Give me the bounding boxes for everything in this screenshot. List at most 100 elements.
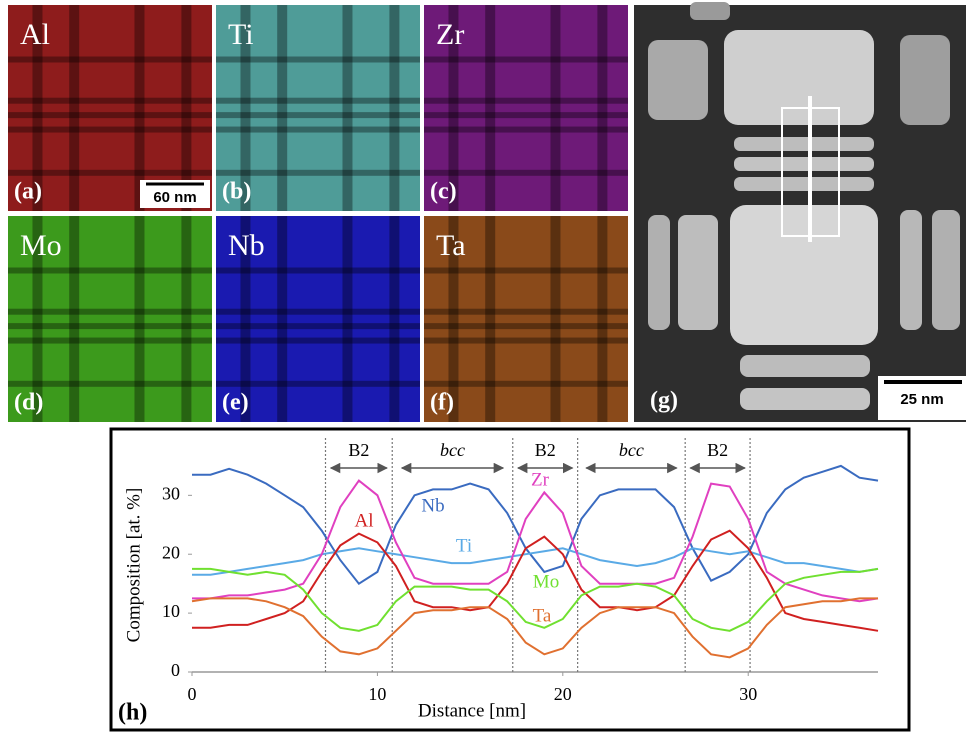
y-tick-label: 0 <box>171 660 180 680</box>
map-texture <box>389 216 400 422</box>
map-texture <box>216 323 420 330</box>
map-texture <box>134 5 145 211</box>
map-texture <box>424 112 628 119</box>
map-texture <box>8 323 212 330</box>
map-panel: Nb (e) <box>216 216 420 422</box>
line-chart: 0 10 20 30 0 10 20 30 B2 bcc B2 bcc B2 Nb Ti Zr Al Mo Ta <box>162 438 879 704</box>
map-texture <box>342 5 353 211</box>
map-texture <box>8 126 212 133</box>
map-texture <box>485 5 496 211</box>
scale-bar-label: 60 nm <box>153 189 196 206</box>
y-axis-label: Composition [at. %] <box>123 488 144 643</box>
map-texture <box>424 56 628 63</box>
map-texture <box>424 126 628 133</box>
map-texture <box>597 5 608 211</box>
map-texture <box>424 97 628 104</box>
map-background <box>8 5 212 211</box>
y-tick-label: 30 <box>162 483 180 503</box>
map-texture <box>32 216 43 422</box>
map-texture <box>32 5 43 211</box>
map-panels: Al (a) Ti (b) Zr (c) Mo (d) Nb (e) Ta (f) <box>8 5 628 422</box>
map-texture <box>8 337 212 344</box>
panel-label: (h) <box>118 700 147 726</box>
map-texture <box>424 308 628 315</box>
map-texture <box>8 308 212 315</box>
element-label: Ti <box>228 18 254 51</box>
x-tick-label: 20 <box>554 684 572 704</box>
map-texture <box>216 56 420 63</box>
region-label: B2 <box>535 440 556 460</box>
map-texture <box>550 5 561 211</box>
map-texture <box>69 5 80 211</box>
map-texture <box>240 5 251 211</box>
map-texture <box>69 216 80 422</box>
element-label: Al <box>20 18 50 51</box>
map-panel: Al (a) <box>8 5 212 211</box>
panel-label: (a) <box>14 179 42 205</box>
map-texture <box>389 5 400 211</box>
map-texture <box>216 380 420 387</box>
map-texture <box>550 216 561 422</box>
map-texture <box>485 216 496 422</box>
map-texture <box>448 216 459 422</box>
map-texture <box>240 216 251 422</box>
series-label: Zr <box>531 469 550 490</box>
map-texture <box>342 216 353 422</box>
map-panel: Ta (f) <box>424 216 628 422</box>
x-axis-label: Distance [nm] <box>418 700 526 721</box>
series-line <box>192 479 879 603</box>
region-label: bcc <box>619 440 644 460</box>
map-texture <box>424 169 628 176</box>
panel-label: (g) <box>650 388 678 414</box>
series-line <box>192 464 879 586</box>
map-texture <box>8 56 212 63</box>
map-texture <box>8 97 212 104</box>
map-panel: Mo (d) <box>8 216 212 422</box>
map-texture <box>216 126 420 133</box>
map-texture <box>277 216 288 422</box>
series-line <box>191 597 878 659</box>
map-texture <box>277 5 288 211</box>
map-background <box>216 216 420 422</box>
map-background <box>216 5 420 211</box>
series-line <box>192 567 879 632</box>
map-background <box>424 5 628 211</box>
series-line <box>192 547 879 576</box>
series-label: Al <box>355 510 374 531</box>
x-tick-label: 0 <box>188 684 197 704</box>
map-texture <box>424 267 628 274</box>
map-texture <box>424 337 628 344</box>
map-texture <box>181 216 192 422</box>
map-panel: Ti (b) <box>216 5 420 211</box>
element-label: Ta <box>436 229 466 262</box>
map-texture <box>216 169 420 176</box>
panel-label: (f) <box>430 390 454 416</box>
element-label: Nb <box>228 229 265 262</box>
map-panel: Zr (c) <box>424 5 628 211</box>
map-texture <box>216 337 420 344</box>
map-texture <box>448 5 459 211</box>
map-texture <box>216 112 420 119</box>
stem-image: (g) 25 nm <box>634 2 966 422</box>
map-texture <box>597 216 608 422</box>
map-texture <box>216 97 420 104</box>
map-texture <box>8 112 212 119</box>
map-texture <box>8 267 212 274</box>
series-label: Ta <box>533 605 552 626</box>
panel-label: (d) <box>14 390 43 416</box>
panel-label: (b) <box>222 179 251 205</box>
x-tick-label: 10 <box>368 684 386 704</box>
map-texture <box>8 169 212 176</box>
y-tick-label: 20 <box>162 542 180 562</box>
panel-label: (e) <box>222 390 249 416</box>
element-label: Mo <box>20 229 62 262</box>
map-background <box>424 216 628 422</box>
map-texture <box>134 216 145 422</box>
map-texture <box>424 323 628 330</box>
x-tick-label: 30 <box>739 684 757 704</box>
scale-bar-label: 25 nm <box>900 391 943 408</box>
region-label: B2 <box>707 440 728 460</box>
element-label: Zr <box>436 18 464 51</box>
y-tick-label: 10 <box>162 601 180 621</box>
